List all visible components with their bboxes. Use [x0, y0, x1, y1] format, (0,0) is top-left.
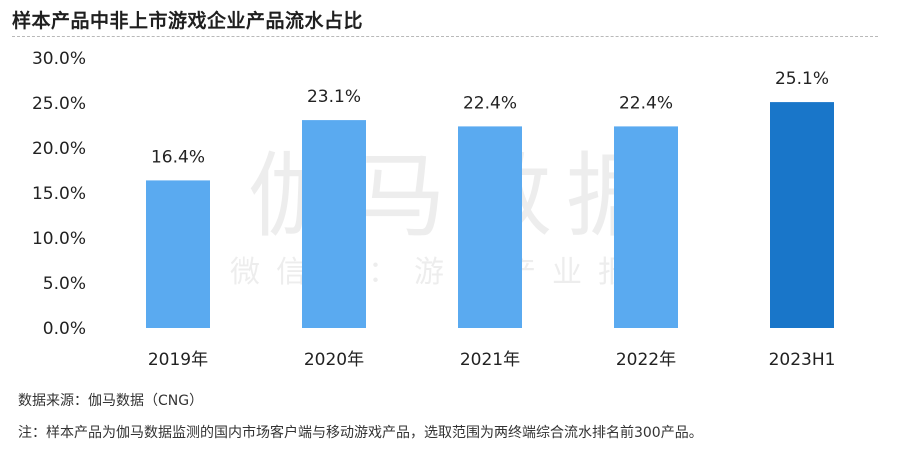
y-tick-label: 25.0%: [32, 94, 86, 114]
bar-chart: 伽马数据 微信号：游戏产业报告 0.0%5.0%10.0%15.0%20.0%2…: [32, 49, 836, 370]
data-label: 22.4%: [619, 93, 673, 113]
bars: [146, 102, 834, 329]
chart-title: 样本产品中非上市游戏企业产品流水占比: [12, 10, 364, 32]
data-label: 16.4%: [151, 147, 205, 167]
data-labels: 16.4% 23.1% 22.4% 22.4% 25.1%: [151, 69, 829, 167]
y-tick-label: 10.0%: [32, 229, 86, 249]
data-label: 22.4%: [463, 93, 517, 113]
data-label: 25.1%: [775, 69, 829, 89]
x-tick-label: 2019年: [148, 350, 208, 370]
y-axis: 0.0% 5.0% 10.0% 15.0% 20.0% 25.0% 30.0%: [32, 49, 86, 339]
footnote: 注：样本产品为伽马数据监测的国内市场客户端与移动游戏产品，选取范围为两终端综合流…: [18, 425, 703, 441]
x-tick-label: 2023H1: [769, 350, 836, 370]
bar-2022年: [614, 126, 678, 329]
x-axis: 2019年 2020年 2021年 2022年 2023H1: [148, 350, 836, 370]
x-tick-label: 2020年: [304, 350, 364, 370]
data-source: 数据来源：伽马数据（CNG）: [18, 393, 204, 409]
y-tick-label: 5.0%: [43, 274, 86, 294]
bar-2020年: [302, 120, 366, 328]
y-tick-label: 15.0%: [32, 184, 86, 204]
data-label: 23.1%: [307, 87, 361, 107]
x-tick-label: 2021年: [460, 350, 520, 370]
title-divider: [12, 36, 878, 37]
bar-2021年: [458, 126, 522, 329]
bar-2019年: [146, 180, 210, 328]
bar-2023H1: [770, 102, 834, 328]
y-tick-label: 20.0%: [32, 139, 86, 159]
y-tick-label: 0.0%: [43, 319, 86, 339]
y-tick-label: 30.0%: [32, 49, 86, 69]
x-tick-label: 2022年: [616, 350, 676, 370]
